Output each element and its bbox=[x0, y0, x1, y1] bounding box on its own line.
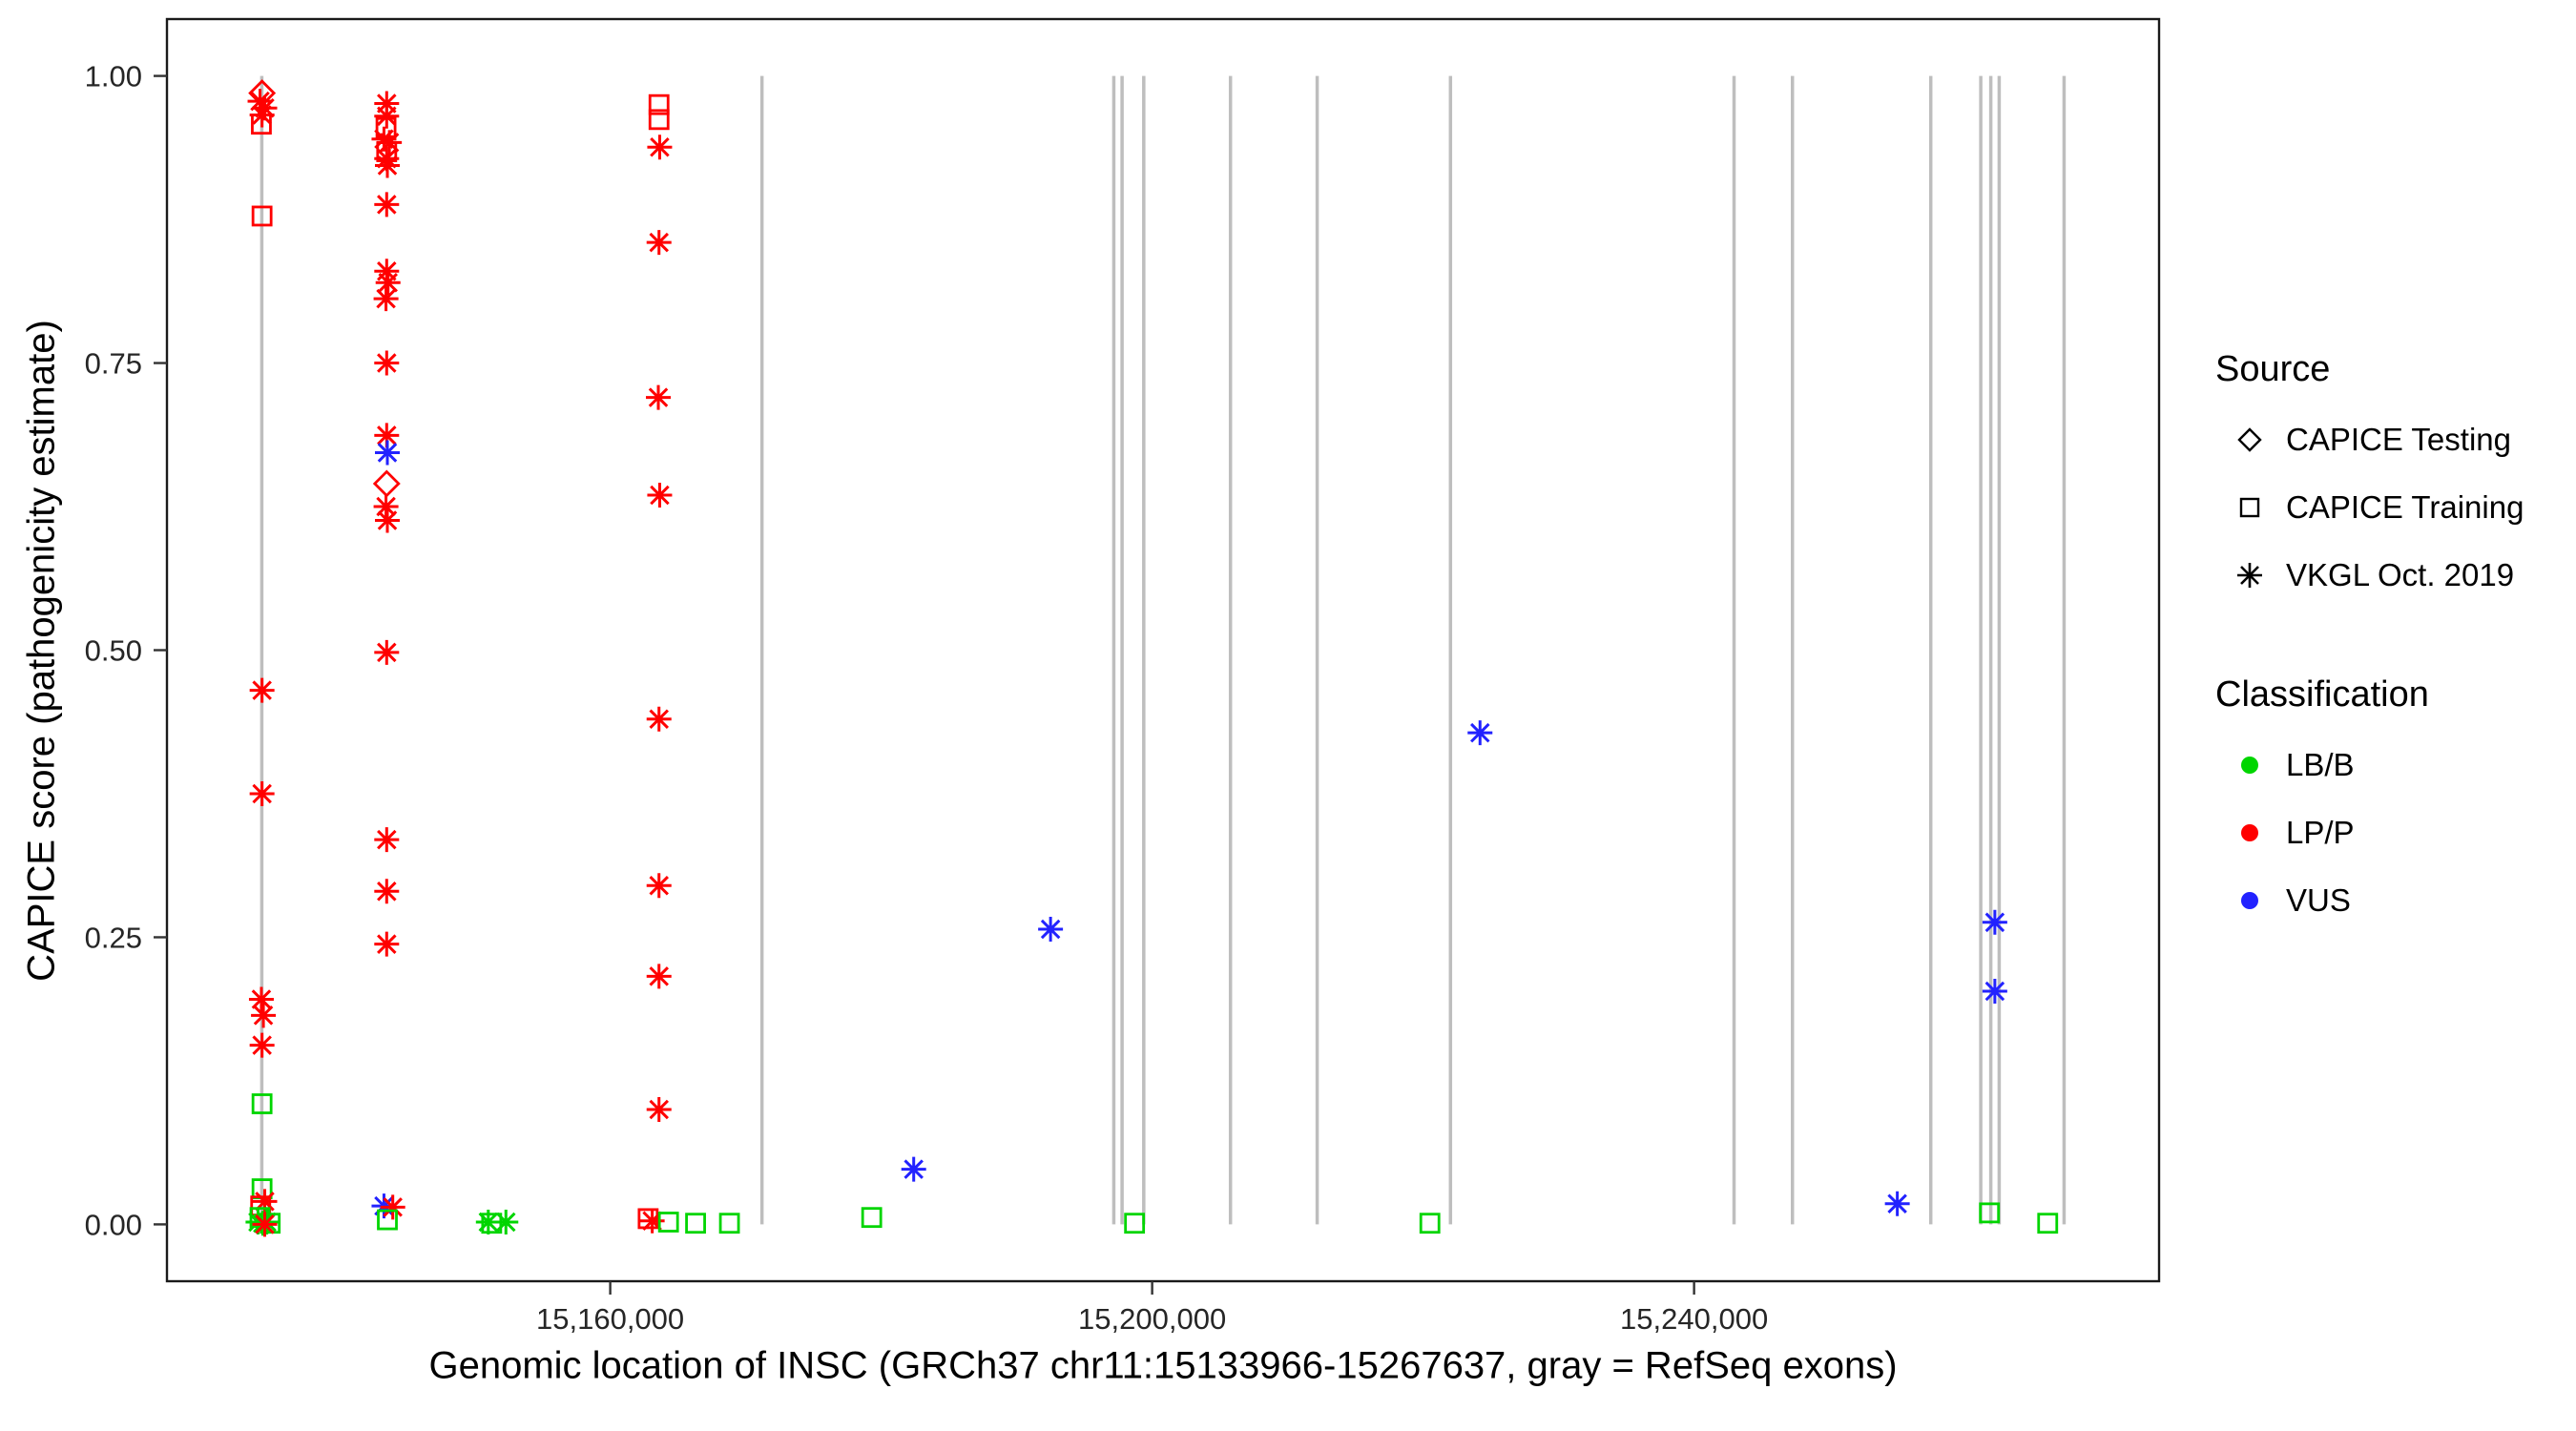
point-asterisk bbox=[1467, 720, 1493, 746]
y-tick-label: 0.50 bbox=[85, 634, 142, 668]
point-asterisk bbox=[647, 482, 673, 508]
point-asterisk bbox=[380, 1194, 405, 1220]
y-tick-label: 1.00 bbox=[85, 60, 142, 93]
point-asterisk bbox=[646, 230, 672, 256]
legend-item-vkgl: VKGL Oct. 2019 bbox=[2215, 554, 2559, 596]
legend: Source CAPICE Testing CAPICE Training VK… bbox=[2215, 349, 2559, 922]
y-axis-title: CAPICE score (pathogenicity estimate) bbox=[20, 320, 63, 982]
point-asterisk bbox=[1884, 1191, 1910, 1216]
point-asterisk bbox=[374, 192, 400, 218]
point-asterisk bbox=[374, 639, 400, 665]
point-asterisk bbox=[646, 384, 672, 410]
square-icon bbox=[2229, 487, 2271, 529]
lbb-dot-icon bbox=[2229, 744, 2271, 786]
panel-border bbox=[165, 17, 2161, 1283]
legend-label-vkgl: VKGL Oct. 2019 bbox=[2286, 557, 2515, 592]
point-square bbox=[861, 1207, 883, 1229]
legend-label-capice-testing: CAPICE Testing bbox=[2286, 422, 2511, 457]
x-tick-label: 15,160,000 bbox=[536, 1302, 684, 1336]
point-asterisk bbox=[475, 1210, 501, 1234]
legend-label-capice-training: CAPICE Training bbox=[2286, 489, 2524, 525]
point-square bbox=[377, 1209, 398, 1231]
point-square bbox=[718, 1213, 740, 1234]
point-asterisk bbox=[374, 91, 400, 116]
point-asterisk bbox=[249, 780, 275, 806]
x-tick-label: 15,240,000 bbox=[1620, 1302, 1768, 1336]
point-asterisk bbox=[639, 1208, 665, 1234]
x-axis-title: Genomic location of INSC (GRCh37 chr11:1… bbox=[428, 1344, 1898, 1387]
y-tick-label: 0.25 bbox=[85, 921, 142, 954]
x-tick-label: 15,200,000 bbox=[1078, 1302, 1226, 1336]
point-asterisk bbox=[374, 931, 400, 957]
source-legend-title: Source bbox=[2215, 349, 2331, 389]
legend-label-lpp: LP/P bbox=[2286, 815, 2355, 850]
point-square bbox=[648, 109, 670, 131]
point-asterisk bbox=[252, 1189, 278, 1214]
point-asterisk bbox=[252, 1212, 278, 1237]
point-asterisk bbox=[375, 440, 401, 466]
point-asterisk bbox=[374, 879, 400, 904]
point-asterisk bbox=[249, 1032, 275, 1058]
legend-item-capice-testing: CAPICE Testing bbox=[2215, 419, 2559, 461]
legend-label-vus: VUS bbox=[2286, 882, 2351, 918]
point-asterisk bbox=[1038, 917, 1064, 943]
point-square bbox=[657, 1212, 679, 1233]
point-asterisk bbox=[493, 1210, 519, 1234]
legend-label-lbb: LB/B bbox=[2286, 747, 2355, 782]
point-square bbox=[648, 93, 670, 115]
point-asterisk bbox=[251, 1003, 277, 1028]
point-asterisk bbox=[248, 986, 274, 1012]
point-asterisk bbox=[373, 286, 399, 312]
classification-legend-title: Classification bbox=[2215, 674, 2429, 715]
point-asterisk bbox=[375, 153, 401, 178]
point-square bbox=[685, 1213, 706, 1234]
y-tick-label: 0.00 bbox=[85, 1208, 142, 1241]
point-asterisk bbox=[646, 964, 672, 989]
point-square bbox=[1124, 1213, 1146, 1234]
point-square bbox=[251, 114, 272, 135]
asterisk-icon bbox=[2229, 554, 2271, 596]
point-asterisk bbox=[1982, 979, 2007, 1005]
point-asterisk bbox=[646, 706, 672, 732]
point-square bbox=[2037, 1213, 2059, 1234]
point-square bbox=[251, 1093, 273, 1114]
point-asterisk bbox=[373, 494, 399, 520]
lpp-dot-icon bbox=[2229, 812, 2271, 854]
point-asterisk bbox=[374, 103, 400, 129]
point-asterisk bbox=[1982, 909, 2007, 935]
point-square bbox=[637, 1208, 659, 1230]
y-tick-label: 0.75 bbox=[85, 347, 142, 381]
point-asterisk bbox=[252, 95, 278, 121]
point-asterisk bbox=[647, 135, 673, 160]
point-asterisk bbox=[901, 1156, 926, 1182]
point-asterisk bbox=[247, 89, 273, 114]
point-asterisk bbox=[374, 423, 400, 448]
diamond-icon bbox=[2229, 419, 2271, 461]
point-square bbox=[1419, 1213, 1441, 1234]
legend-item-capice-training: CAPICE Training bbox=[2215, 487, 2559, 529]
point-asterisk bbox=[374, 827, 400, 853]
point-diamond bbox=[372, 469, 401, 498]
point-asterisk bbox=[646, 1097, 672, 1123]
legend-item-lpp: LP/P bbox=[2215, 812, 2559, 854]
point-square bbox=[251, 205, 273, 227]
point-asterisk bbox=[249, 677, 275, 703]
point-asterisk bbox=[646, 873, 672, 899]
point-asterisk bbox=[374, 350, 400, 376]
vus-dot-icon bbox=[2229, 880, 2271, 922]
legend-item-vus: VUS bbox=[2215, 880, 2559, 922]
point-square bbox=[1979, 1202, 2001, 1224]
legend-item-lbb: LB/B bbox=[2215, 744, 2559, 786]
point-asterisk bbox=[375, 270, 401, 296]
point-asterisk bbox=[375, 508, 401, 533]
